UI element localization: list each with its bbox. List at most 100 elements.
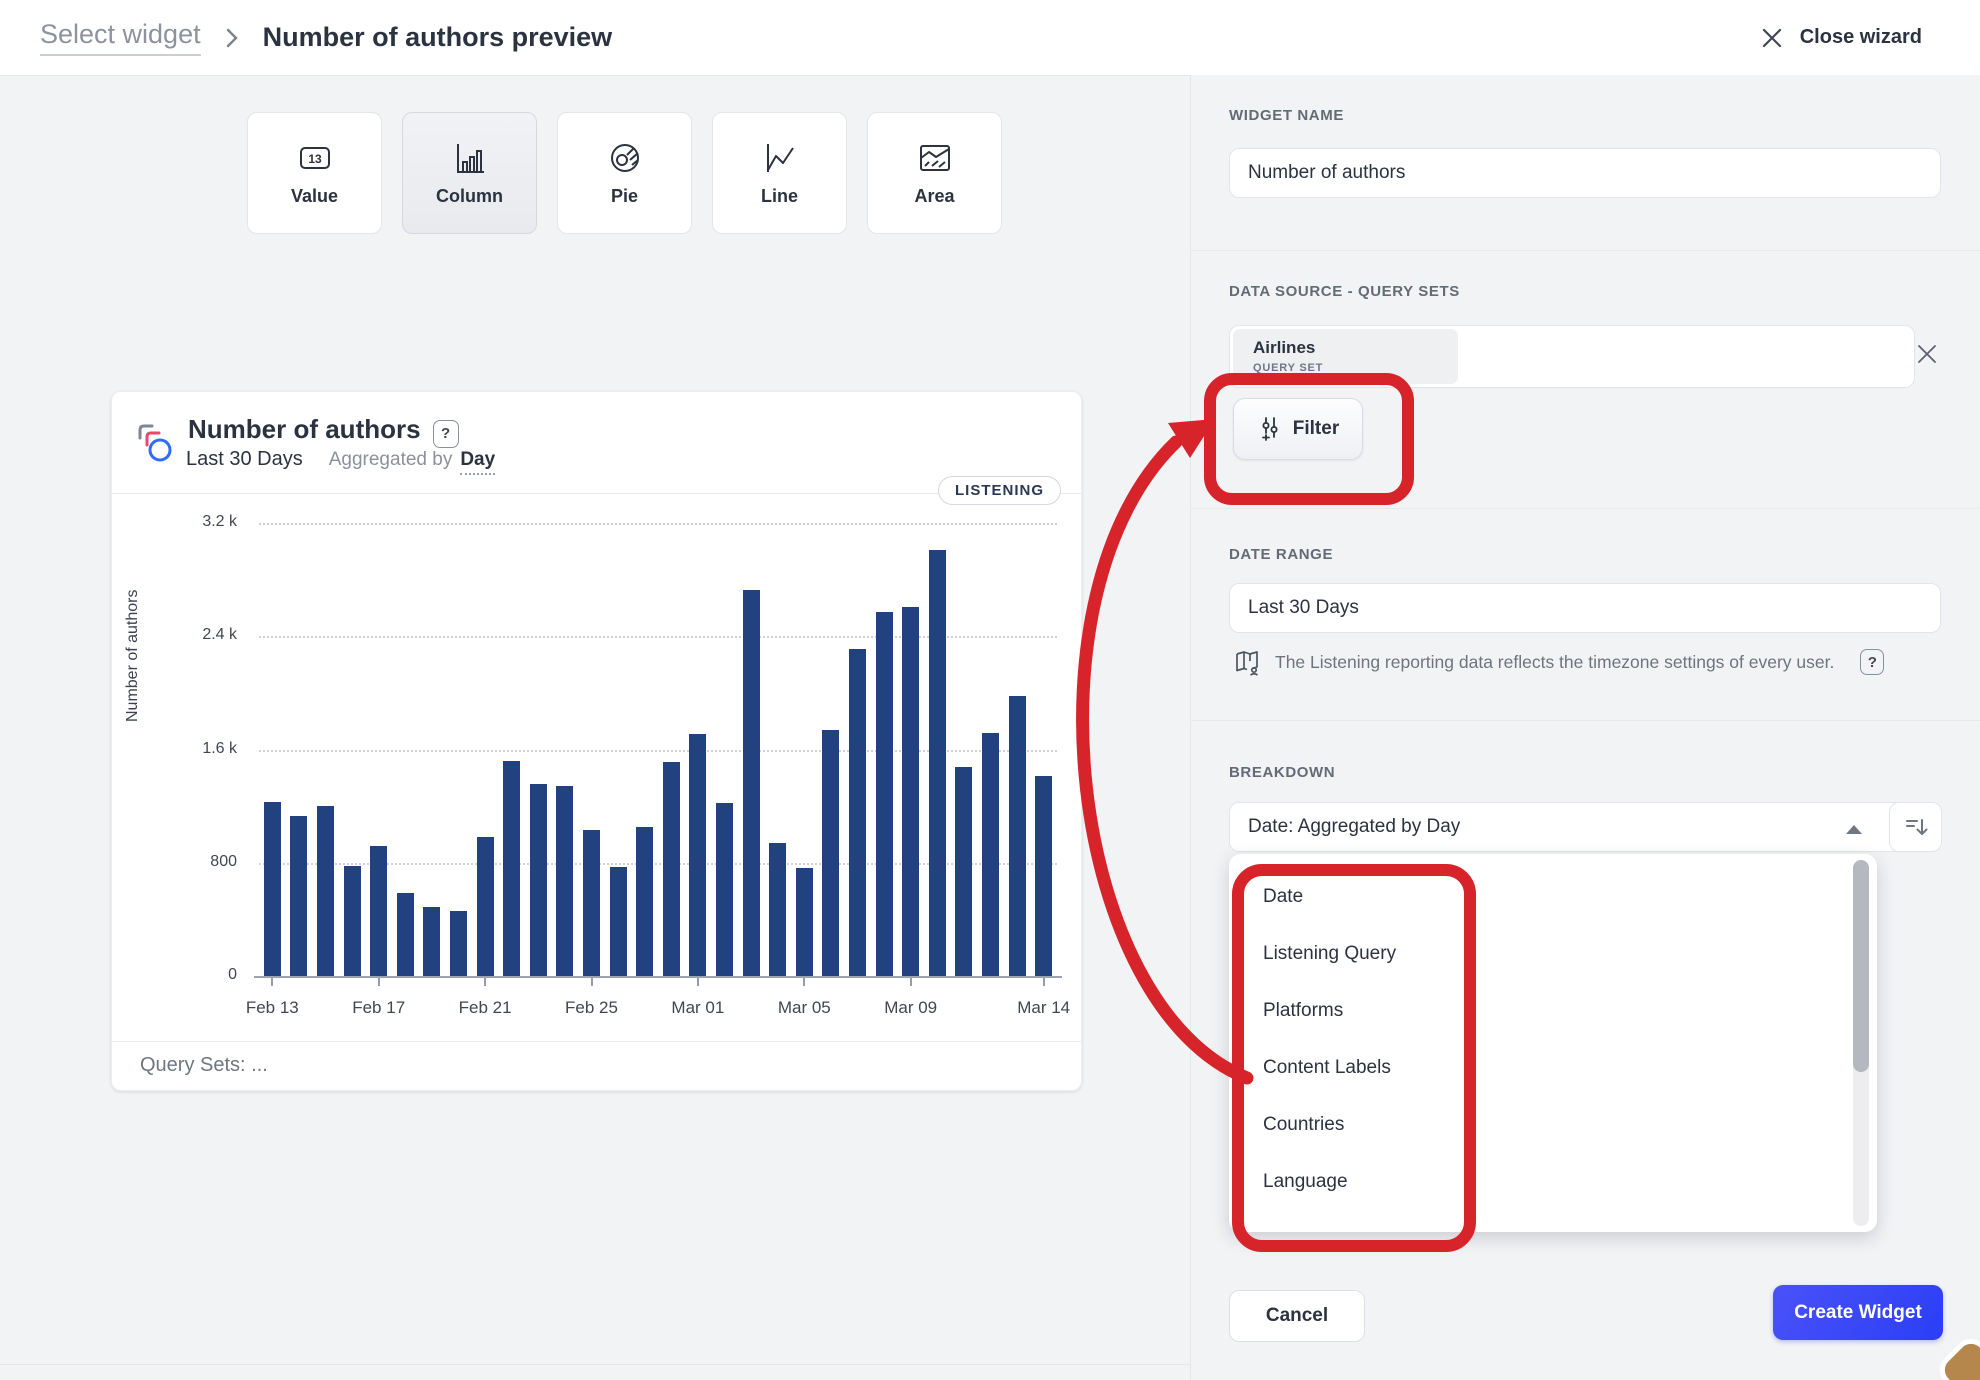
widget-wizard: Select widget Number of authors preview … bbox=[0, 0, 1980, 1380]
area-icon bbox=[915, 140, 955, 176]
bar-mar-03 bbox=[743, 590, 760, 977]
create-widget-button[interactable]: Create Widget bbox=[1773, 1285, 1943, 1340]
breadcrumb-back[interactable]: Select widget bbox=[40, 19, 201, 56]
x-axis-tickmark bbox=[1043, 978, 1045, 986]
bar-feb-23 bbox=[530, 784, 547, 977]
sort-icon bbox=[1903, 814, 1929, 840]
bar-mar-10 bbox=[929, 550, 946, 976]
close-wizard-button[interactable]: Close wizard bbox=[1760, 0, 1922, 75]
x-axis-tick-label: Mar 01 bbox=[658, 998, 738, 1018]
bar-mar-07 bbox=[849, 649, 866, 976]
bar-mar-11 bbox=[955, 767, 972, 977]
section-divider bbox=[1191, 508, 1980, 509]
line-icon bbox=[760, 140, 800, 176]
bar-feb-15 bbox=[317, 806, 334, 976]
bar-mar-04 bbox=[769, 843, 786, 976]
pie-icon bbox=[605, 140, 645, 176]
x-axis-tickmark bbox=[591, 978, 593, 986]
value-icon: 13 bbox=[295, 140, 335, 176]
x-axis-tickmark bbox=[697, 978, 699, 986]
x-axis-tickmark bbox=[910, 978, 912, 986]
widget-type-value-button[interactable]: 13 Value bbox=[247, 112, 382, 234]
close-icon bbox=[1760, 26, 1784, 50]
widget-type-label: Value bbox=[291, 186, 338, 207]
bar-mar-14 bbox=[1035, 776, 1052, 976]
widget-type-column-button[interactable]: Column bbox=[402, 112, 537, 234]
section-divider bbox=[1191, 250, 1980, 251]
bar-feb-16 bbox=[344, 866, 361, 976]
bar-feb-21 bbox=[477, 837, 494, 976]
bar-feb-20 bbox=[450, 911, 467, 976]
bar-mar-06 bbox=[822, 730, 839, 976]
dropdown-scrollbar-thumb[interactable] bbox=[1853, 860, 1869, 1072]
query-sets-footer: Query Sets: ... bbox=[140, 1054, 268, 1077]
x-axis-tick-label: Feb 25 bbox=[552, 998, 632, 1018]
widget-name-input[interactable]: Number of authors bbox=[1229, 148, 1941, 198]
corner-artifact bbox=[1940, 1339, 1980, 1380]
bar-feb-25 bbox=[583, 830, 600, 976]
date-range-label: DATE RANGE bbox=[1229, 546, 1333, 563]
y-axis-tick-label: 2.4 k bbox=[167, 626, 237, 644]
widget-type-label: Area bbox=[914, 186, 954, 207]
page-title: Number of authors preview bbox=[263, 22, 613, 53]
x-axis-tickmark bbox=[378, 978, 380, 986]
breadcrumb-chevron-icon bbox=[223, 26, 241, 50]
x-axis-tick-label: Mar 09 bbox=[871, 998, 951, 1018]
y-axis-tick-label: 0 bbox=[167, 966, 237, 984]
bar-feb-22 bbox=[503, 761, 520, 976]
bar-mar-02 bbox=[716, 803, 733, 976]
remove-query-set-icon[interactable] bbox=[1916, 343, 1938, 365]
bar-feb-14 bbox=[290, 816, 307, 976]
card-footer-divider bbox=[112, 1041, 1081, 1042]
bar-feb-28 bbox=[663, 762, 680, 976]
y-axis-title: Number of authors bbox=[124, 589, 142, 722]
wizard-header: Select widget Number of authors preview … bbox=[0, 0, 1980, 76]
breakdown-select-value: Date: Aggregated by Day bbox=[1248, 816, 1460, 838]
annotation-box-dropdown bbox=[1232, 864, 1476, 1252]
bar-chart: 0 800 1.6 k 2.4 k 3.2 k Feb 13 Feb 17 Feb 21 Feb… bbox=[112, 392, 1081, 1090]
data-source-label: DATA SOURCE - QUERY SETS bbox=[1229, 283, 1460, 300]
widget-type-pie-button[interactable]: Pie bbox=[557, 112, 692, 234]
x-axis-tickmark bbox=[803, 978, 805, 986]
close-wizard-label: Close wizard bbox=[1800, 26, 1922, 49]
date-range-input[interactable]: Last 30 Days bbox=[1229, 583, 1941, 633]
widget-type-line-button[interactable]: Line bbox=[712, 112, 847, 234]
widget-type-label: Pie bbox=[611, 186, 638, 207]
breakdown-select[interactable]: Date: Aggregated by Day bbox=[1229, 802, 1908, 852]
widget-type-label: Column bbox=[436, 186, 503, 207]
listening-badge: LISTENING bbox=[938, 476, 1061, 505]
timezone-help-icon[interactable]: ? bbox=[1860, 649, 1884, 675]
bar-feb-26 bbox=[610, 867, 627, 976]
query-set-chip-title: Airlines bbox=[1253, 338, 1458, 358]
bar-mar-05 bbox=[796, 868, 813, 976]
bar-feb-19 bbox=[423, 907, 440, 976]
widget-name-label: WIDGET NAME bbox=[1229, 107, 1344, 124]
breakdown-label: BREAKDOWN bbox=[1229, 764, 1335, 781]
bar-mar-12 bbox=[982, 733, 999, 977]
bar-feb-13 bbox=[264, 802, 281, 976]
widget-type-area-button[interactable]: Area bbox=[867, 112, 1002, 234]
x-axis-tick-label: Feb 17 bbox=[339, 998, 419, 1018]
x-axis-tick-label: Mar 14 bbox=[1004, 998, 1084, 1018]
bar-mar-09 bbox=[902, 607, 919, 977]
y-axis-tick-label: 3.2 k bbox=[167, 513, 237, 531]
annotation-box-filter bbox=[1204, 373, 1414, 505]
bar-mar-01 bbox=[689, 734, 706, 976]
sort-order-button[interactable] bbox=[1889, 802, 1942, 852]
y-axis-tick-label: 1.6 k bbox=[167, 740, 237, 758]
x-axis-tick-label: Feb 21 bbox=[445, 998, 525, 1018]
bar-mar-13 bbox=[1009, 696, 1026, 976]
cancel-button[interactable]: Cancel bbox=[1229, 1290, 1365, 1342]
x-axis-tick-label: Feb 13 bbox=[232, 998, 312, 1018]
y-axis-tick-label: 800 bbox=[167, 853, 237, 871]
bottom-divider bbox=[0, 1364, 1190, 1365]
bar-feb-24 bbox=[556, 786, 573, 976]
bar-feb-17 bbox=[370, 846, 387, 976]
gridline bbox=[259, 523, 1057, 525]
bar-mar-08 bbox=[876, 612, 893, 976]
x-axis-tickmark bbox=[484, 978, 486, 986]
widget-type-selector: 13 Value Column Pie Line Area bbox=[247, 112, 1002, 234]
chevron-up-icon bbox=[1846, 825, 1862, 834]
column-icon bbox=[450, 140, 490, 176]
timezone-map-icon bbox=[1233, 648, 1261, 676]
